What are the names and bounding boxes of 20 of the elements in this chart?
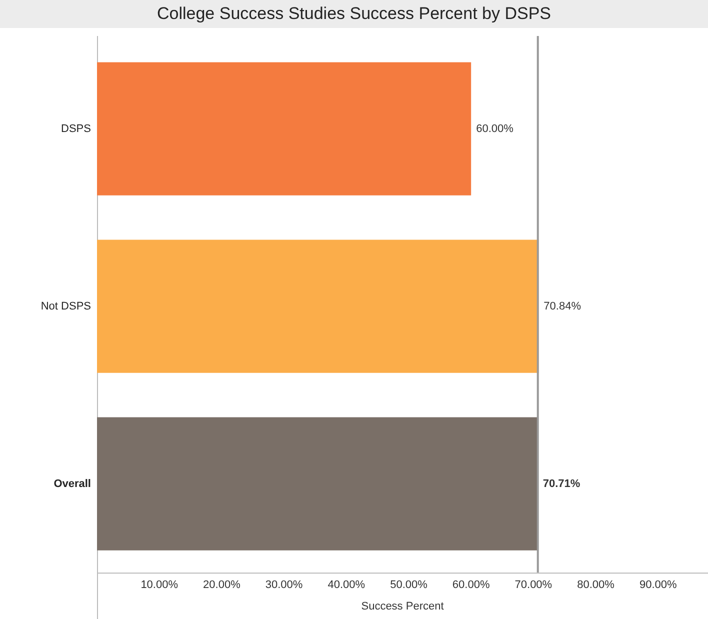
x-tick-label: 90.00% — [639, 579, 677, 592]
chart-title: College Success Studies Success Percent by DSPS — [0, 0, 708, 28]
bar — [97, 62, 472, 196]
x-tick-label: 40.00% — [328, 579, 366, 592]
data-label: 70.84% — [544, 300, 582, 312]
data-label: 70.71% — [542, 478, 580, 490]
y-tick-label: DSPS — [61, 122, 91, 135]
x-tick-label: 80.00% — [577, 579, 615, 592]
x-tick-label: 70.00% — [514, 579, 552, 592]
data-label: 60.00% — [476, 122, 514, 135]
x-axis-title: Success Percent — [361, 600, 444, 612]
x-tick-label: 50.00% — [390, 579, 428, 592]
bar — [97, 240, 539, 373]
bar — [97, 417, 538, 550]
x-tick-label: 10.00% — [140, 579, 178, 592]
y-tick-label: Not DSPS — [40, 300, 91, 312]
x-tick-label: 60.00% — [452, 579, 490, 592]
x-tick-label: 20.00% — [203, 579, 241, 592]
y-tick-label: Overall — [54, 478, 91, 490]
x-tick-label: 30.00% — [265, 579, 303, 592]
